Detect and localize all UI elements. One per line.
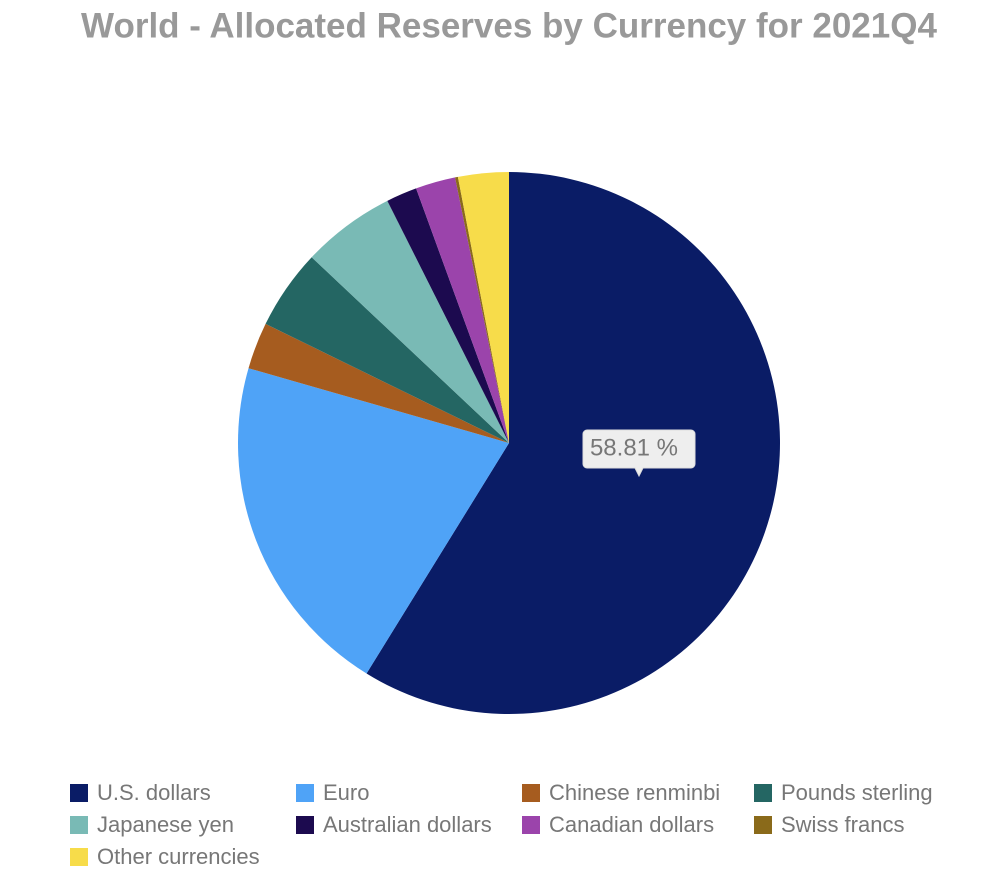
legend-swatch [754,816,772,834]
pie-slice[interactable] [416,177,509,443]
legend-swatch [522,784,540,802]
legend-label[interactable]: Other currencies [97,844,260,869]
pie-slice[interactable] [455,176,509,443]
legend-label[interactable]: Pounds sterling [781,780,933,805]
legend-label[interactable]: Canadian dollars [549,812,714,837]
legend-label[interactable]: U.S. dollars [97,780,211,805]
legend-label[interactable]: Australian dollars [323,812,492,837]
legend-swatch [522,816,540,834]
legend-swatch [70,816,88,834]
legend-label[interactable]: Chinese renminbi [549,780,720,805]
legend-swatch [296,784,314,802]
tooltip-box [582,429,696,478]
legend-swatch [754,784,772,802]
pie-slice[interactable] [265,257,509,443]
pie-slice[interactable] [237,368,509,674]
tooltip-label: 58.81 % [590,434,678,461]
chart-title: World - Allocated Reserves by Currency f… [81,6,937,45]
legend-swatch [70,848,88,866]
legend-swatch [296,816,314,834]
pie-slice[interactable] [457,172,509,443]
pie-slice[interactable] [248,323,509,443]
pie-slice[interactable] [387,188,509,443]
legend-label[interactable]: Swiss francs [781,812,904,837]
legend-swatch [70,784,88,802]
pie-slice[interactable] [311,200,509,443]
legend-label[interactable]: Japanese yen [97,812,234,837]
legend-label[interactable]: Euro [323,780,369,805]
pie-slice[interactable] [366,172,781,715]
